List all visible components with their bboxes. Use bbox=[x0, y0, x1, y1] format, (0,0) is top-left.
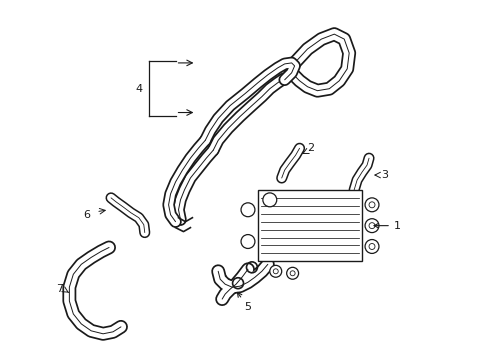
Circle shape bbox=[368, 223, 374, 229]
Circle shape bbox=[273, 269, 278, 274]
Circle shape bbox=[368, 243, 374, 249]
Circle shape bbox=[263, 193, 276, 207]
Circle shape bbox=[368, 202, 374, 208]
Circle shape bbox=[241, 235, 254, 248]
Text: 7: 7 bbox=[56, 284, 63, 294]
Text: 1: 1 bbox=[373, 221, 400, 231]
Circle shape bbox=[241, 203, 254, 217]
Circle shape bbox=[365, 219, 378, 233]
Text: 4: 4 bbox=[135, 84, 142, 94]
Circle shape bbox=[286, 267, 298, 279]
Circle shape bbox=[365, 198, 378, 212]
Text: 3: 3 bbox=[380, 170, 387, 180]
Text: 2: 2 bbox=[307, 143, 314, 153]
Text: 5: 5 bbox=[237, 292, 251, 312]
Circle shape bbox=[289, 271, 294, 276]
Circle shape bbox=[269, 265, 281, 277]
Bar bbox=[257, 190, 361, 261]
Text: 6: 6 bbox=[83, 210, 90, 220]
Circle shape bbox=[365, 239, 378, 253]
